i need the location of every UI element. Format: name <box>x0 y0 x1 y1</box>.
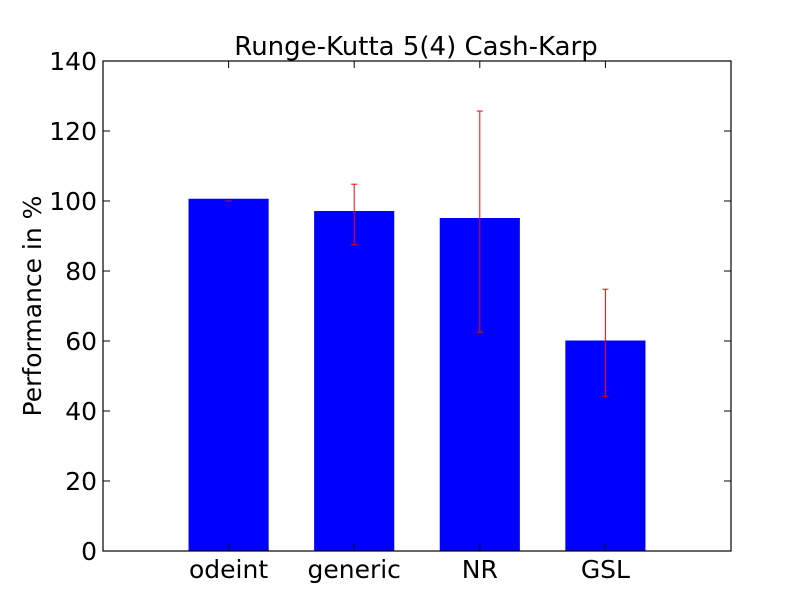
x-tick-label-NR: NR <box>462 555 498 584</box>
y-tick-label: 120 <box>49 117 97 146</box>
y-ticks-group: 0 20 40 60 80 100 120 140 <box>49 47 731 566</box>
x-tick-label-generic: generic <box>307 555 400 584</box>
y-tick-label: 20 <box>65 467 97 496</box>
error-bars-group <box>225 110 609 397</box>
y-tick-label: 0 <box>81 537 97 566</box>
bar-odeint <box>188 198 269 552</box>
bar-generic <box>314 211 395 552</box>
bars-group <box>188 198 646 552</box>
y-tick-label: 140 <box>49 47 97 76</box>
y-axis-label: Performance in % <box>18 196 47 417</box>
x-tick-label-odeint: odeint <box>189 555 268 584</box>
y-tick-label: 100 <box>49 187 97 216</box>
plot-frame <box>102 60 732 552</box>
y-tick-label: 80 <box>65 257 97 286</box>
chart-title: Runge-Kutta 5(4) Cash-Karp <box>234 32 597 62</box>
x-tick-label-GSL: GSL <box>581 555 630 584</box>
y-tick-label: 60 <box>65 327 97 356</box>
x-ticks-group: odeint generic NR GSL <box>189 61 630 584</box>
y-tick-label: 40 <box>65 397 97 426</box>
